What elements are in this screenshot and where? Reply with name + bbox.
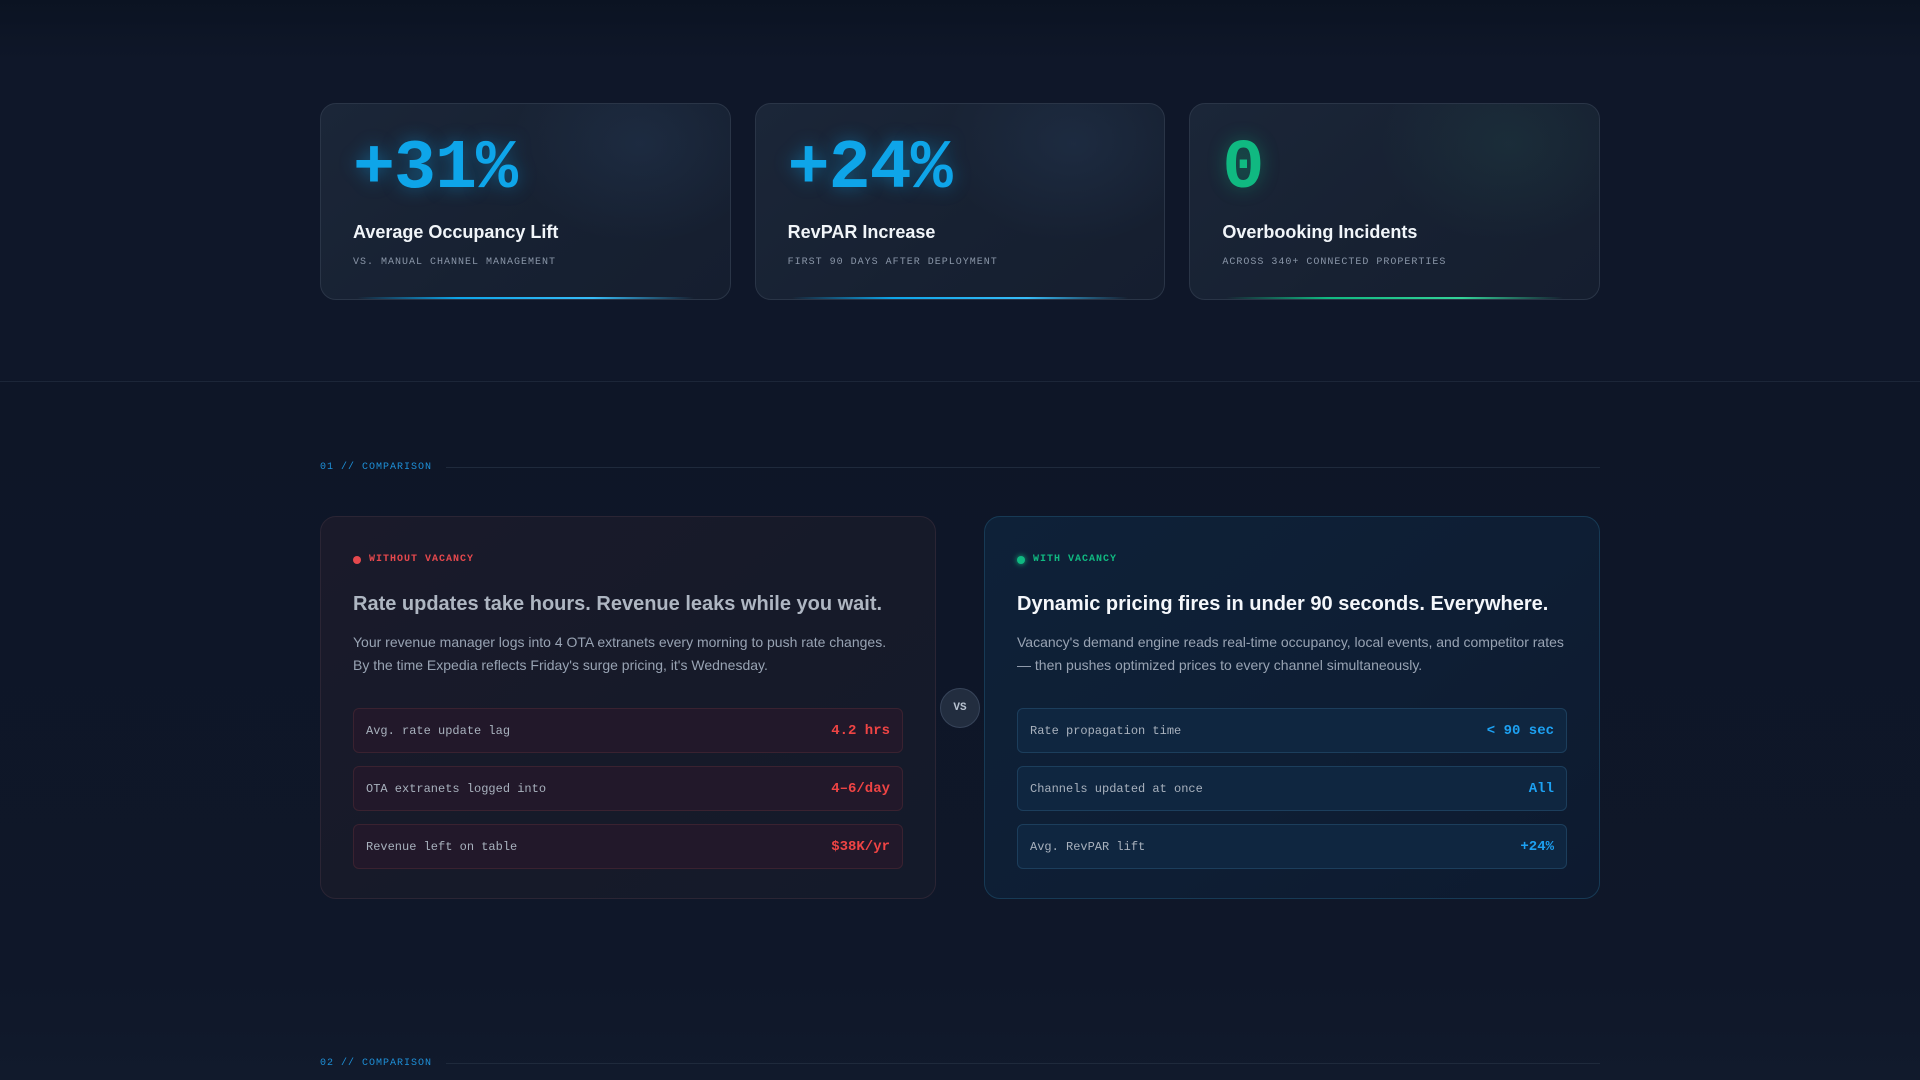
stat-label: Average Occupancy Lift: [353, 222, 559, 242]
stat-subtitle: ACROSS 340+ CONNECTED PROPERTIES: [1222, 257, 1447, 268]
stat-value: +24%: [787, 130, 953, 209]
stat-card-overbooking: 0 Overbooking Incidents ACROSS 340+ CONN…: [1189, 103, 1601, 300]
panel-without-vacancy: WITHOUT VACANCY Rate updates take hours.…: [320, 516, 936, 899]
section-divider: [0, 381, 1920, 382]
metric-value: < 90 sec: [1486, 722, 1554, 739]
panel-title: Dynamic pricing fires in under 90 second…: [1017, 593, 1549, 615]
section-label-02: 02 // COMPARISON: [320, 1058, 1600, 1069]
stat-subtitle: FIRST 90 DAYS AFTER DEPLOYMENT: [787, 257, 998, 268]
stat-label: RevPAR Increase: [787, 222, 936, 242]
panel-tag-label: WITHOUT VACANCY: [369, 554, 475, 565]
metric-value: 4.2 hrs: [831, 722, 890, 739]
panel-body: Your revenue manager logs into 4 OTA ext…: [353, 634, 887, 673]
metric-key: Avg. rate update lag: [366, 723, 511, 738]
section-label-text: 02 // COMPARISON: [320, 1058, 433, 1069]
section-label-line: [446, 1063, 1600, 1064]
metric-row: Rate propagation time < 90 sec: [1017, 708, 1567, 753]
panel-title: Rate updates take hours. Revenue leaks w…: [353, 593, 883, 615]
stat-accent-line: [791, 297, 1129, 299]
stat-subtitle: VS. MANUAL CHANNEL MANAGEMENT: [353, 257, 557, 268]
metric-value: 4–6/day: [831, 780, 890, 797]
red-dot-icon: [353, 555, 361, 564]
stat-value: 0: [1222, 130, 1264, 209]
metric-value: +24%: [1520, 838, 1554, 855]
metric-value: $38K/yr: [831, 838, 890, 855]
panel-body: Vacancy's demand engine reads real-time …: [1017, 634, 1564, 673]
metric-row: Revenue left on table $38K/yr: [353, 824, 903, 869]
metric-value: All: [1528, 780, 1554, 797]
metric-rows: Rate propagation time < 90 sec Channels …: [1017, 708, 1567, 869]
stat-card-revpar: +24% RevPAR Increase FIRST 90 DAYS AFTER…: [754, 103, 1166, 300]
metric-row: OTA extranets logged into 4–6/day: [353, 766, 903, 811]
metric-key: Channels updated at once: [1030, 781, 1203, 796]
stat-accent-line: [357, 297, 694, 299]
panel-with-vacancy: WITH VACANCY Dynamic pricing fires in un…: [984, 516, 1600, 899]
metric-row: Channels updated at once All: [1017, 766, 1567, 811]
panel-tag-label: WITH VACANCY: [1033, 554, 1118, 565]
section-label-line: [446, 467, 1600, 468]
metric-key: Revenue left on table: [366, 839, 518, 854]
panel-tag: WITHOUT VACANCY: [353, 554, 903, 565]
stat-card-occupancy: +31% Average Occupancy Lift VS. MANUAL C…: [320, 103, 731, 300]
metric-rows: Avg. rate update lag 4.2 hrs OTA extrane…: [353, 708, 903, 869]
green-dot-icon: [1017, 555, 1025, 564]
comparison-block: WITHOUT VACANCY Rate updates take hours.…: [320, 516, 1600, 899]
panel-tag: WITH VACANCY: [1017, 554, 1567, 565]
vs-badge: VS: [940, 688, 980, 728]
stats-row: +31% Average Occupancy Lift VS. MANUAL C…: [320, 103, 1601, 300]
metric-row: Avg. rate update lag 4.2 hrs: [353, 708, 903, 753]
metric-key: Avg. RevPAR lift: [1030, 839, 1146, 854]
stat-accent-line: [1226, 297, 1564, 299]
metric-key: Rate propagation time: [1030, 723, 1182, 738]
stat-label: Overbooking Incidents: [1222, 222, 1418, 242]
metric-key: OTA extranets logged into: [366, 781, 547, 796]
stat-value: +31%: [353, 130, 518, 209]
metric-row: Avg. RevPAR lift +24%: [1017, 824, 1567, 869]
section-label-01: 01 // COMPARISON: [320, 462, 1600, 473]
section-label-text: 01 // COMPARISON: [320, 462, 433, 473]
